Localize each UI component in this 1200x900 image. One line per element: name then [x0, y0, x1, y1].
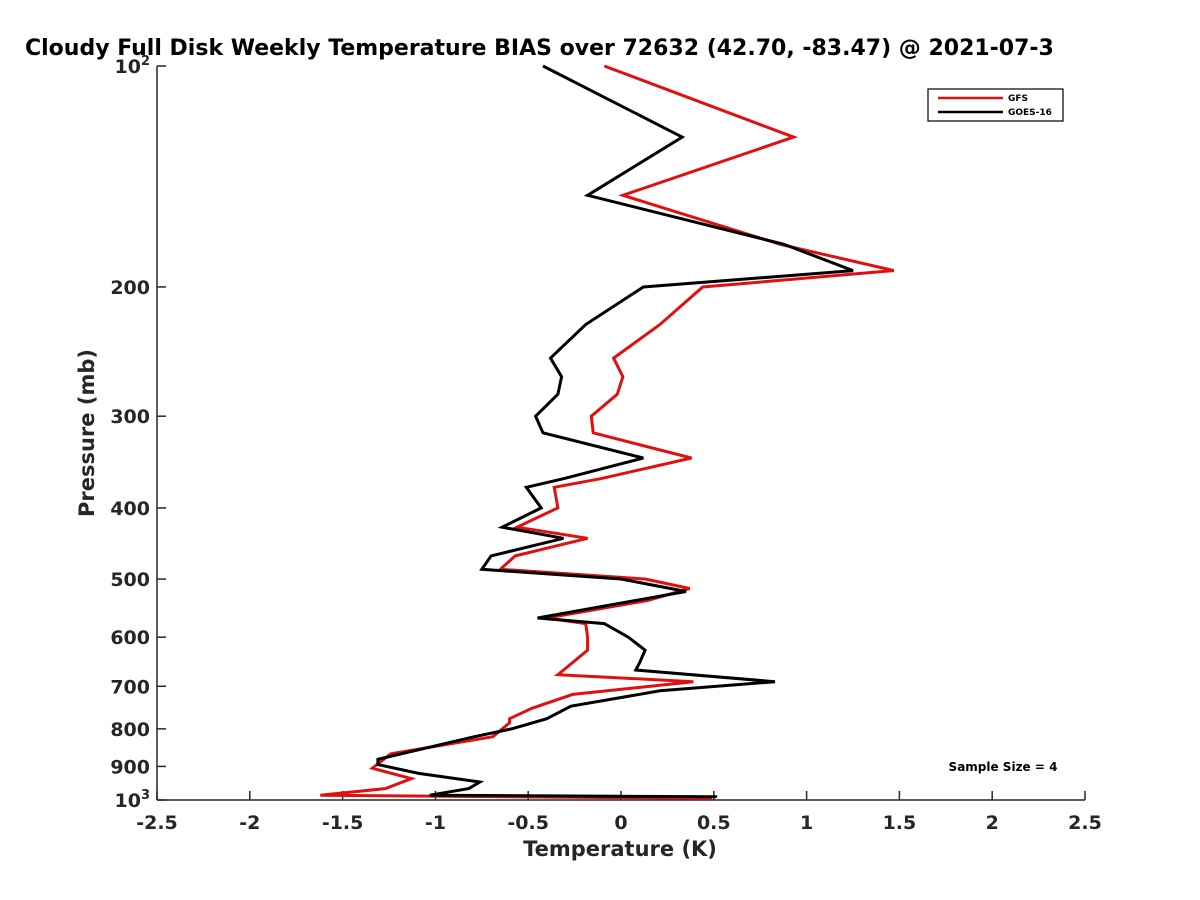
series-line-goes-16 [376, 64, 854, 799]
y-tick-label: 700 [110, 676, 150, 698]
x-axis-label: Temperature (K) [523, 837, 717, 861]
x-tick-label: 2.5 [1068, 812, 1102, 834]
x-tick-label: -1.5 [322, 812, 364, 834]
y-tick-label: 600 [110, 627, 150, 649]
series-layer [320, 64, 895, 800]
y-axis-ticks: 200 300 400 500 600 700 800 900 102 103 [110, 54, 166, 812]
legend: GFS GOES-16 [927, 88, 1064, 122]
x-tick-label: 1 [800, 812, 813, 834]
y-axis-label: Pressure (mb) [75, 349, 99, 517]
x-tick-label: 2 [986, 812, 999, 834]
series-line-gfs [320, 64, 895, 800]
x-tick-label: -2.5 [136, 812, 178, 834]
x-tick-label: 0.5 [697, 812, 731, 834]
x-tick-label: -0.5 [507, 812, 549, 834]
y-tick-label: 300 [110, 406, 150, 428]
x-axis-ticks: -2.5 -2 -1.5 -1 -0.5 0 0.5 1 1.5 2 2.5 [136, 791, 1102, 834]
legend-box [927, 88, 1064, 122]
x-tick-label: -2 [239, 812, 260, 834]
y-tick-label: 400 [110, 498, 150, 520]
y-tick-label: 103 [115, 788, 151, 812]
x-tick-label: 0 [614, 812, 627, 834]
legend-entry-label: GOES-16 [1008, 108, 1052, 118]
y-tick-label: 900 [110, 756, 150, 778]
y-tick-label: 500 [110, 569, 150, 591]
y-tick-label: 102 [115, 54, 151, 78]
x-tick-label: 1.5 [883, 812, 917, 834]
legend-entry-label: GFS [1008, 94, 1028, 104]
x-tick-label: -1 [425, 812, 446, 834]
y-tick-label: 800 [110, 719, 150, 741]
sample-size-annotation: Sample Size = 4 [949, 760, 1058, 774]
chart-title: Cloudy Full Disk Weekly Temperature BIAS… [25, 36, 1054, 61]
y-tick-label: 200 [110, 277, 150, 299]
